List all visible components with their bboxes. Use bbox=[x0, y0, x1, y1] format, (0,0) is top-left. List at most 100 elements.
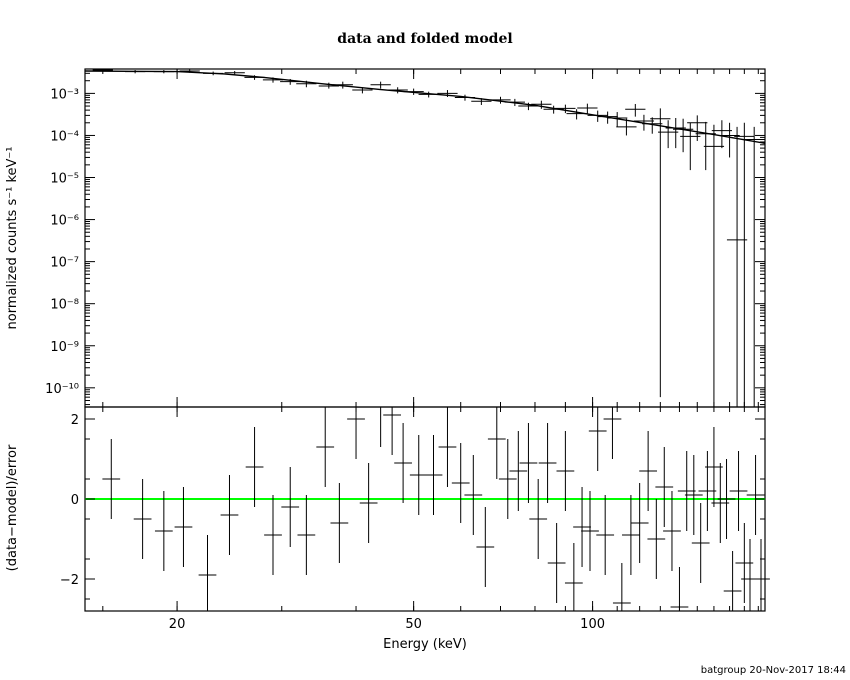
data-points bbox=[92, 69, 765, 407]
residual-point bbox=[746, 455, 765, 535]
data-point bbox=[280, 78, 301, 85]
residual-point bbox=[647, 499, 666, 579]
residual-point bbox=[677, 451, 696, 531]
residual-point bbox=[198, 535, 217, 611]
data-point bbox=[490, 96, 511, 104]
data-point bbox=[471, 98, 492, 105]
data-point bbox=[92, 69, 113, 72]
residual-point bbox=[588, 407, 607, 471]
residual-point bbox=[564, 543, 583, 611]
residual-point bbox=[612, 563, 631, 611]
data-point bbox=[437, 90, 458, 98]
data-point bbox=[719, 122, 740, 158]
y-tick-label: 10⁻⁷ bbox=[50, 256, 79, 271]
residual-point bbox=[698, 451, 717, 531]
residual-point bbox=[538, 423, 557, 503]
residual-point bbox=[603, 407, 622, 459]
residual-point bbox=[509, 431, 528, 511]
data-point bbox=[744, 126, 765, 407]
data-point bbox=[577, 103, 598, 114]
residual-point bbox=[630, 483, 649, 563]
y-tick-label: 10⁻⁹ bbox=[50, 340, 79, 355]
data-point bbox=[262, 77, 284, 83]
y-tick-label: 10⁻⁴ bbox=[50, 129, 79, 144]
y-tick-label: 10⁻³ bbox=[50, 87, 79, 102]
data-point bbox=[616, 118, 637, 136]
data-point bbox=[504, 98, 525, 107]
residual-points bbox=[102, 406, 770, 611]
data-point bbox=[418, 91, 439, 98]
y-tick-label: 10⁻⁸ bbox=[50, 298, 79, 313]
data-point bbox=[734, 122, 755, 407]
y-tick-label: −2 bbox=[60, 573, 79, 588]
residual-point bbox=[281, 467, 300, 547]
data-point bbox=[555, 104, 576, 114]
data-point bbox=[296, 80, 317, 88]
data-point bbox=[703, 124, 725, 407]
residual-point bbox=[464, 455, 483, 535]
data-point bbox=[531, 100, 552, 109]
data-point bbox=[650, 108, 671, 398]
residual-point bbox=[752, 539, 770, 611]
y-tick-label: 0 bbox=[71, 493, 79, 508]
residual-point bbox=[655, 447, 674, 527]
residual-point bbox=[622, 495, 640, 575]
data-point bbox=[318, 82, 339, 89]
x-tick-label: 100 bbox=[580, 617, 605, 632]
y-tick-label: 10⁻⁵ bbox=[50, 172, 79, 187]
y-tick-label: 10⁻¹⁰ bbox=[45, 382, 79, 397]
residual-point bbox=[498, 439, 517, 519]
top-frame bbox=[84, 68, 766, 408]
data-point bbox=[454, 94, 476, 101]
footer-stamp: batgroup 20-Nov-2017 18:44 bbox=[701, 665, 846, 676]
residual-point bbox=[529, 479, 548, 559]
residual-point bbox=[573, 487, 591, 567]
residual-point bbox=[264, 495, 282, 575]
data-point bbox=[726, 126, 748, 407]
top-ylabel: normalized counts s⁻¹ keV⁻¹ bbox=[5, 147, 20, 330]
residual-point bbox=[316, 407, 335, 487]
residual-point bbox=[741, 539, 759, 611]
residual-point bbox=[487, 407, 506, 479]
residual-point bbox=[245, 427, 264, 507]
residual-point bbox=[424, 435, 443, 515]
residual-point bbox=[383, 407, 401, 455]
residual-point bbox=[717, 459, 736, 539]
data-point bbox=[566, 109, 587, 120]
y-tick-label: 2 bbox=[71, 413, 79, 428]
y-tick-label: 10⁻⁶ bbox=[50, 214, 79, 229]
residual-point bbox=[451, 443, 470, 523]
bottom-ylabel: (data−model)/error bbox=[5, 444, 20, 571]
data-point bbox=[244, 75, 265, 80]
data-point bbox=[124, 69, 146, 74]
data-point bbox=[153, 69, 174, 74]
x-tick-label: 20 bbox=[169, 617, 186, 632]
data-point bbox=[203, 71, 224, 76]
residual-point bbox=[476, 507, 495, 587]
residual-point bbox=[347, 407, 365, 459]
data-point bbox=[642, 117, 663, 134]
data-point bbox=[518, 102, 539, 111]
data-point bbox=[658, 120, 679, 149]
residual-point bbox=[556, 431, 575, 511]
residual-point bbox=[371, 406, 390, 447]
data-point bbox=[179, 69, 200, 73]
residual-point bbox=[220, 475, 239, 555]
residual-point bbox=[102, 439, 121, 519]
plot-title: data and folded model bbox=[337, 31, 512, 47]
bottom-y-ticks: 2 0 −2 bbox=[60, 413, 765, 600]
residual-point bbox=[663, 491, 681, 571]
residual-point bbox=[438, 407, 457, 487]
residual-point bbox=[330, 483, 349, 563]
residual-point bbox=[394, 423, 412, 503]
data-point bbox=[370, 81, 391, 89]
residual-point bbox=[684, 455, 703, 535]
residual-point bbox=[691, 503, 710, 583]
residual-point bbox=[596, 495, 615, 575]
data-point bbox=[352, 87, 373, 94]
x-tick-label: 50 bbox=[405, 617, 422, 632]
residual-point bbox=[670, 567, 689, 611]
data-point bbox=[543, 105, 564, 114]
residual-point bbox=[547, 523, 566, 603]
